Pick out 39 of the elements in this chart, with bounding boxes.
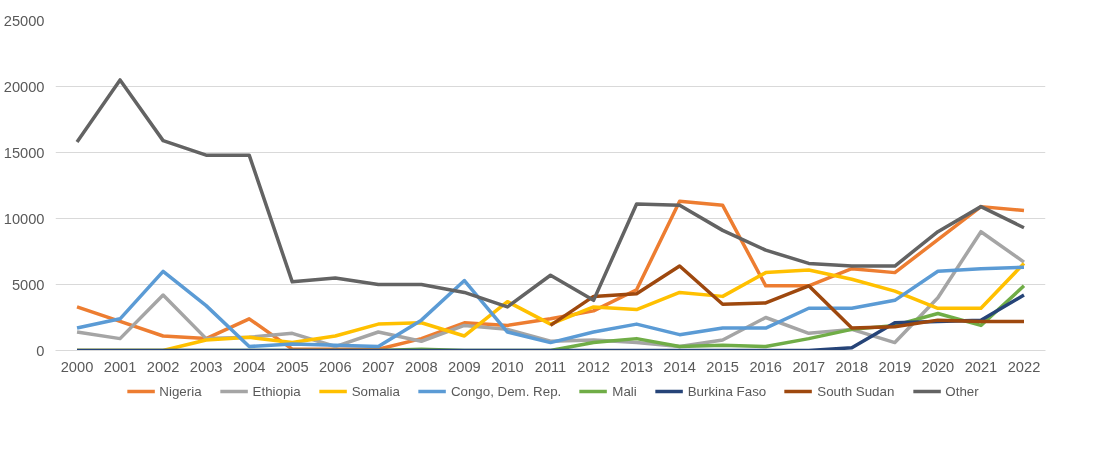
legend-label: Ethiopia (252, 383, 301, 399)
line-series (75, 78, 1026, 309)
x-tick-label: 2000 (60, 358, 94, 375)
line-series (548, 264, 1026, 330)
x-tick-label: 2001 (103, 358, 137, 375)
x-tick-label: 2005 (275, 358, 309, 375)
x-tick-label: 2020 (921, 358, 955, 375)
x-tick-label: 2007 (362, 358, 395, 375)
x-tick-label: 2017 (792, 358, 826, 375)
x-tick-label: 2002 (146, 358, 180, 375)
legend-label: Congo, Dem. Rep. (450, 383, 562, 399)
x-tick-label: 2012 (577, 358, 610, 375)
x-tick-label: 2010 (491, 358, 524, 375)
x-tick-label: 2008 (405, 358, 438, 375)
y-tick-label: 5000 (11, 276, 45, 293)
x-tick-label: 2003 (189, 358, 223, 375)
y-tick-label: 20000 (3, 78, 45, 95)
x-tick-label: 2022 (1007, 358, 1041, 375)
legend-label: Burkina Faso (687, 383, 767, 399)
x-tick-label: 2006 (318, 358, 352, 375)
x-tick-label: 2011 (534, 358, 567, 375)
legend-label: Somalia (351, 383, 400, 399)
y-tick-label: 10000 (3, 210, 45, 227)
x-tick-label: 2014 (663, 358, 696, 375)
x-tick-label: 2004 (232, 358, 266, 375)
legend-label: Other (945, 383, 979, 399)
legend-label: Mali (612, 383, 637, 399)
legend-label: South Sudan (817, 383, 895, 399)
x-tick-label: 2019 (878, 358, 912, 375)
x-tick-label: 2015 (706, 358, 739, 375)
x-tick-label: 2021 (964, 358, 998, 375)
legend-label: Nigeria (159, 383, 202, 399)
x-tick-label: 2009 (448, 358, 481, 375)
y-tick-label: 25000 (3, 12, 45, 29)
x-tick-label: 2013 (620, 358, 653, 375)
x-tick-label: 2018 (835, 358, 869, 375)
y-tick-label: 15000 (3, 144, 45, 161)
x-tick-label: 2016 (749, 358, 783, 375)
y-tick-label: 0 (36, 342, 45, 359)
